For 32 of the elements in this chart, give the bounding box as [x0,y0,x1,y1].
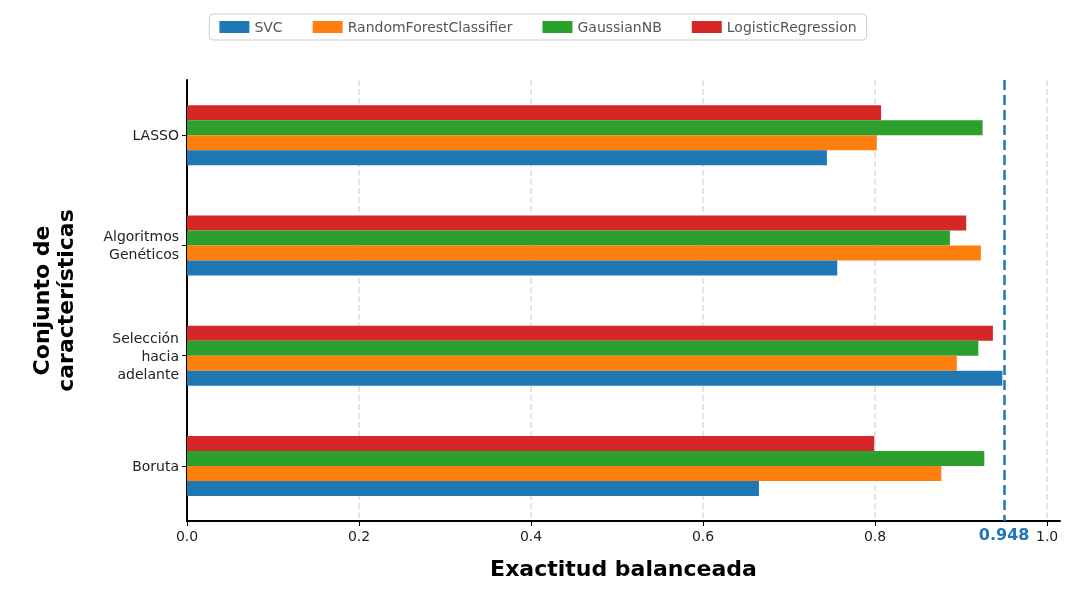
x-tick-label: 0.8 [863,528,887,544]
bar [187,480,759,496]
bar [187,450,985,466]
bar [187,355,957,371]
x-tick-label: 0.2 [347,528,371,544]
bar [187,230,950,246]
bar [187,435,875,451]
y-tick-label: Selección hacia adelante [112,329,179,382]
bar [187,150,827,166]
bar [187,135,877,151]
legend-label: RandomForestClassifier [347,19,513,35]
legend-label: SVC [254,19,283,35]
bar [187,120,983,136]
x-tick-label: 0.0 [175,528,199,544]
bar [187,245,981,261]
ref-line-label: 0.948 [978,524,1030,544]
y-axis-title: Conjunto de características [28,209,78,392]
y-tick-label: Boruta [132,457,179,474]
bar [187,465,942,481]
bar [187,260,838,276]
x-tick-label: 0.6 [691,528,715,544]
x-tick-label: 0.4 [519,528,543,544]
x-tick-label: 1.0 [1035,528,1059,544]
bar [187,215,967,231]
bar [187,325,993,341]
bar [187,105,882,121]
x-axis-title: Exactitud balanceada [490,555,757,581]
y-tick-label: Algoritmos Genéticos [103,228,179,263]
legend-label: LogisticRegression [726,19,857,35]
bar [187,340,979,356]
y-tick-label: LASSO [132,127,179,144]
legend-label: GaussianNB [577,19,662,35]
